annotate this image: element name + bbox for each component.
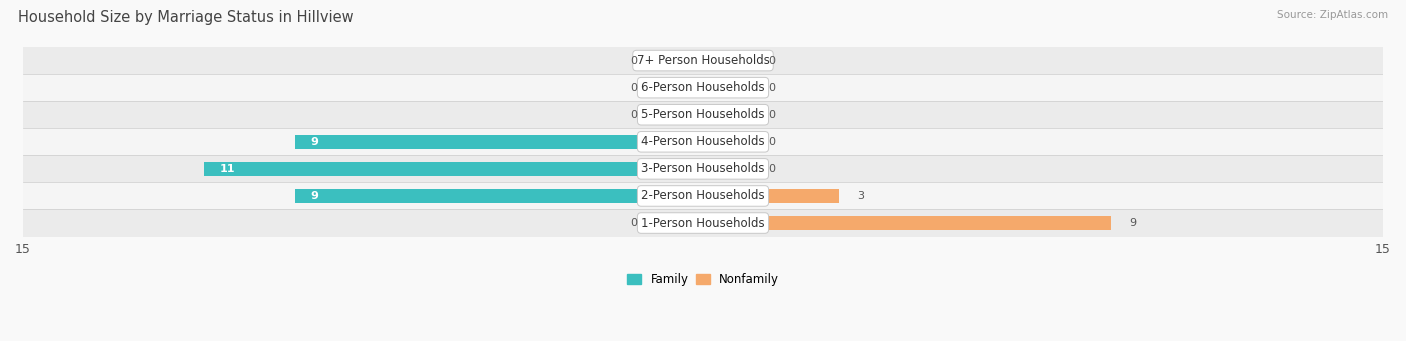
Legend: Family, Nonfamily: Family, Nonfamily [627, 273, 779, 286]
Text: 3: 3 [858, 191, 865, 201]
Text: 6-Person Households: 6-Person Households [641, 81, 765, 94]
Text: 7+ Person Households: 7+ Person Households [637, 54, 769, 67]
Text: Household Size by Marriage Status in Hillview: Household Size by Marriage Status in Hil… [18, 10, 354, 25]
Bar [648, 54, 703, 68]
Text: 0: 0 [769, 110, 776, 120]
Bar [703, 135, 758, 149]
Bar [22, 182, 1384, 209]
Text: 0: 0 [769, 137, 776, 147]
Text: 0: 0 [630, 83, 637, 93]
Bar [22, 74, 1384, 101]
Bar [703, 108, 758, 122]
Text: 0: 0 [769, 83, 776, 93]
Bar [703, 162, 758, 176]
Text: 0: 0 [769, 56, 776, 65]
Bar [648, 216, 703, 230]
Bar [648, 80, 703, 95]
Text: 2-Person Households: 2-Person Households [641, 190, 765, 203]
Bar [22, 128, 1384, 155]
Text: 3-Person Households: 3-Person Households [641, 162, 765, 175]
Bar [703, 189, 839, 203]
Text: 5-Person Households: 5-Person Households [641, 108, 765, 121]
Text: 0: 0 [630, 110, 637, 120]
Bar [22, 155, 1384, 182]
Text: 9: 9 [311, 191, 319, 201]
Bar [648, 108, 703, 122]
Bar [295, 189, 703, 203]
Text: 4-Person Households: 4-Person Households [641, 135, 765, 148]
Bar [22, 47, 1384, 74]
Text: 9: 9 [1129, 218, 1136, 228]
Text: 0: 0 [630, 56, 637, 65]
Bar [22, 209, 1384, 237]
Bar [204, 162, 703, 176]
Text: Source: ZipAtlas.com: Source: ZipAtlas.com [1277, 10, 1388, 20]
Text: 0: 0 [769, 164, 776, 174]
Bar [703, 54, 758, 68]
Text: 0: 0 [630, 218, 637, 228]
Bar [295, 135, 703, 149]
Text: 11: 11 [221, 164, 236, 174]
Text: 1-Person Households: 1-Person Households [641, 217, 765, 229]
Text: 9: 9 [311, 137, 319, 147]
Bar [703, 80, 758, 95]
Bar [22, 101, 1384, 128]
Bar [703, 216, 1111, 230]
